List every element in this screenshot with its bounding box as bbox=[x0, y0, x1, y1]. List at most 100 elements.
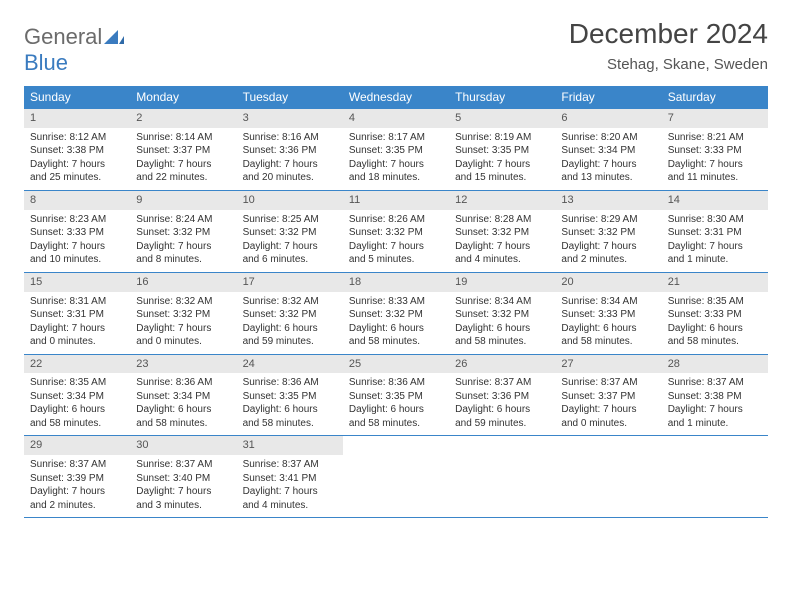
day-body: Sunrise: 8:37 AMSunset: 3:41 PMDaylight:… bbox=[237, 455, 343, 517]
day-number: 22 bbox=[24, 355, 130, 374]
day-cell: 9Sunrise: 8:24 AMSunset: 3:32 PMDaylight… bbox=[130, 191, 236, 272]
sunrise-text: Sunrise: 8:37 AM bbox=[136, 458, 230, 472]
logo-text: General Blue bbox=[24, 24, 124, 76]
day-number: 1 bbox=[24, 109, 130, 128]
day-body: Sunrise: 8:37 AMSunset: 3:40 PMDaylight:… bbox=[130, 455, 236, 517]
daylight-line1: Daylight: 7 hours bbox=[668, 158, 762, 172]
day-number: 7 bbox=[662, 109, 768, 128]
daylight-line2: and 0 minutes. bbox=[136, 335, 230, 349]
day-body: Sunrise: 8:37 AMSunset: 3:36 PMDaylight:… bbox=[449, 373, 555, 435]
sunrise-text: Sunrise: 8:24 AM bbox=[136, 213, 230, 227]
day-number: 11 bbox=[343, 191, 449, 210]
day-number: 8 bbox=[24, 191, 130, 210]
day-number: 23 bbox=[130, 355, 236, 374]
daylight-line1: Daylight: 7 hours bbox=[561, 403, 655, 417]
day-body: Sunrise: 8:17 AMSunset: 3:35 PMDaylight:… bbox=[343, 128, 449, 190]
weekday-header: Monday bbox=[130, 86, 236, 108]
daylight-line2: and 15 minutes. bbox=[455, 171, 549, 185]
daylight-line1: Daylight: 6 hours bbox=[243, 322, 337, 336]
day-number: 3 bbox=[237, 109, 343, 128]
header: General Blue December 2024 Stehag, Skane… bbox=[24, 18, 768, 76]
day-cell: 8Sunrise: 8:23 AMSunset: 3:33 PMDaylight… bbox=[24, 191, 130, 272]
day-cell: 30Sunrise: 8:37 AMSunset: 3:40 PMDayligh… bbox=[130, 436, 236, 517]
sunset-text: Sunset: 3:35 PM bbox=[349, 390, 443, 404]
day-body: Sunrise: 8:36 AMSunset: 3:35 PMDaylight:… bbox=[237, 373, 343, 435]
day-cell: 12Sunrise: 8:28 AMSunset: 3:32 PMDayligh… bbox=[449, 191, 555, 272]
weekday-header: Wednesday bbox=[343, 86, 449, 108]
sunrise-text: Sunrise: 8:20 AM bbox=[561, 131, 655, 145]
sunset-text: Sunset: 3:38 PM bbox=[30, 144, 124, 158]
daylight-line2: and 4 minutes. bbox=[243, 499, 337, 513]
sunset-text: Sunset: 3:36 PM bbox=[243, 144, 337, 158]
day-number: 4 bbox=[343, 109, 449, 128]
daylight-line1: Daylight: 7 hours bbox=[136, 240, 230, 254]
sunrise-text: Sunrise: 8:32 AM bbox=[136, 295, 230, 309]
daylight-line1: Daylight: 7 hours bbox=[349, 240, 443, 254]
day-number: 31 bbox=[237, 436, 343, 455]
sunset-text: Sunset: 3:31 PM bbox=[30, 308, 124, 322]
daylight-line2: and 0 minutes. bbox=[30, 335, 124, 349]
daylight-line2: and 59 minutes. bbox=[243, 335, 337, 349]
daylight-line2: and 18 minutes. bbox=[349, 171, 443, 185]
day-cell: 10Sunrise: 8:25 AMSunset: 3:32 PMDayligh… bbox=[237, 191, 343, 272]
day-body: Sunrise: 8:20 AMSunset: 3:34 PMDaylight:… bbox=[555, 128, 661, 190]
calendar: Sunday Monday Tuesday Wednesday Thursday… bbox=[24, 86, 768, 518]
sunrise-text: Sunrise: 8:37 AM bbox=[668, 376, 762, 390]
weekday-header: Thursday bbox=[449, 86, 555, 108]
day-cell: 5Sunrise: 8:19 AMSunset: 3:35 PMDaylight… bbox=[449, 109, 555, 190]
sunset-text: Sunset: 3:37 PM bbox=[136, 144, 230, 158]
daylight-line2: and 3 minutes. bbox=[136, 499, 230, 513]
week-row: 15Sunrise: 8:31 AMSunset: 3:31 PMDayligh… bbox=[24, 272, 768, 354]
day-body: Sunrise: 8:19 AMSunset: 3:35 PMDaylight:… bbox=[449, 128, 555, 190]
day-cell: 1Sunrise: 8:12 AMSunset: 3:38 PMDaylight… bbox=[24, 109, 130, 190]
sunset-text: Sunset: 3:32 PM bbox=[349, 226, 443, 240]
daylight-line2: and 2 minutes. bbox=[30, 499, 124, 513]
day-body: Sunrise: 8:37 AMSunset: 3:38 PMDaylight:… bbox=[662, 373, 768, 435]
daylight-line1: Daylight: 7 hours bbox=[136, 322, 230, 336]
day-cell: 3Sunrise: 8:16 AMSunset: 3:36 PMDaylight… bbox=[237, 109, 343, 190]
daylight-line1: Daylight: 7 hours bbox=[455, 240, 549, 254]
daylight-line2: and 58 minutes. bbox=[243, 417, 337, 431]
weekday-header-row: Sunday Monday Tuesday Wednesday Thursday… bbox=[24, 86, 768, 108]
sunrise-text: Sunrise: 8:33 AM bbox=[349, 295, 443, 309]
weeks-container: 1Sunrise: 8:12 AMSunset: 3:38 PMDaylight… bbox=[24, 108, 768, 518]
day-body: Sunrise: 8:29 AMSunset: 3:32 PMDaylight:… bbox=[555, 210, 661, 272]
sunset-text: Sunset: 3:35 PM bbox=[349, 144, 443, 158]
day-cell: 6Sunrise: 8:20 AMSunset: 3:34 PMDaylight… bbox=[555, 109, 661, 190]
sunrise-text: Sunrise: 8:28 AM bbox=[455, 213, 549, 227]
daylight-line1: Daylight: 7 hours bbox=[561, 240, 655, 254]
day-cell: 16Sunrise: 8:32 AMSunset: 3:32 PMDayligh… bbox=[130, 273, 236, 354]
day-number: 24 bbox=[237, 355, 343, 374]
day-body: Sunrise: 8:36 AMSunset: 3:34 PMDaylight:… bbox=[130, 373, 236, 435]
daylight-line2: and 13 minutes. bbox=[561, 171, 655, 185]
day-cell: 24Sunrise: 8:36 AMSunset: 3:35 PMDayligh… bbox=[237, 355, 343, 436]
daylight-line2: and 10 minutes. bbox=[30, 253, 124, 267]
sunset-text: Sunset: 3:33 PM bbox=[30, 226, 124, 240]
day-body: Sunrise: 8:23 AMSunset: 3:33 PMDaylight:… bbox=[24, 210, 130, 272]
day-body: Sunrise: 8:32 AMSunset: 3:32 PMDaylight:… bbox=[237, 292, 343, 354]
title-block: December 2024 Stehag, Skane, Sweden bbox=[569, 18, 768, 73]
daylight-line2: and 8 minutes. bbox=[136, 253, 230, 267]
logo: General Blue bbox=[24, 24, 124, 76]
sunrise-text: Sunrise: 8:31 AM bbox=[30, 295, 124, 309]
day-number: 14 bbox=[662, 191, 768, 210]
day-cell bbox=[662, 436, 768, 517]
sunset-text: Sunset: 3:34 PM bbox=[561, 144, 655, 158]
page-title: December 2024 bbox=[569, 18, 768, 50]
sunrise-text: Sunrise: 8:36 AM bbox=[349, 376, 443, 390]
day-body: Sunrise: 8:33 AMSunset: 3:32 PMDaylight:… bbox=[343, 292, 449, 354]
daylight-line2: and 58 minutes. bbox=[561, 335, 655, 349]
day-cell: 17Sunrise: 8:32 AMSunset: 3:32 PMDayligh… bbox=[237, 273, 343, 354]
day-body: Sunrise: 8:37 AMSunset: 3:37 PMDaylight:… bbox=[555, 373, 661, 435]
daylight-line1: Daylight: 6 hours bbox=[349, 403, 443, 417]
day-cell: 27Sunrise: 8:37 AMSunset: 3:37 PMDayligh… bbox=[555, 355, 661, 436]
day-cell: 29Sunrise: 8:37 AMSunset: 3:39 PMDayligh… bbox=[24, 436, 130, 517]
sunrise-text: Sunrise: 8:36 AM bbox=[243, 376, 337, 390]
sunset-text: Sunset: 3:38 PM bbox=[668, 390, 762, 404]
logo-sail-icon bbox=[104, 31, 124, 48]
sunset-text: Sunset: 3:35 PM bbox=[455, 144, 549, 158]
day-body: Sunrise: 8:35 AMSunset: 3:33 PMDaylight:… bbox=[662, 292, 768, 354]
sunrise-text: Sunrise: 8:34 AM bbox=[561, 295, 655, 309]
daylight-line1: Daylight: 7 hours bbox=[668, 403, 762, 417]
weekday-header: Saturday bbox=[662, 86, 768, 108]
